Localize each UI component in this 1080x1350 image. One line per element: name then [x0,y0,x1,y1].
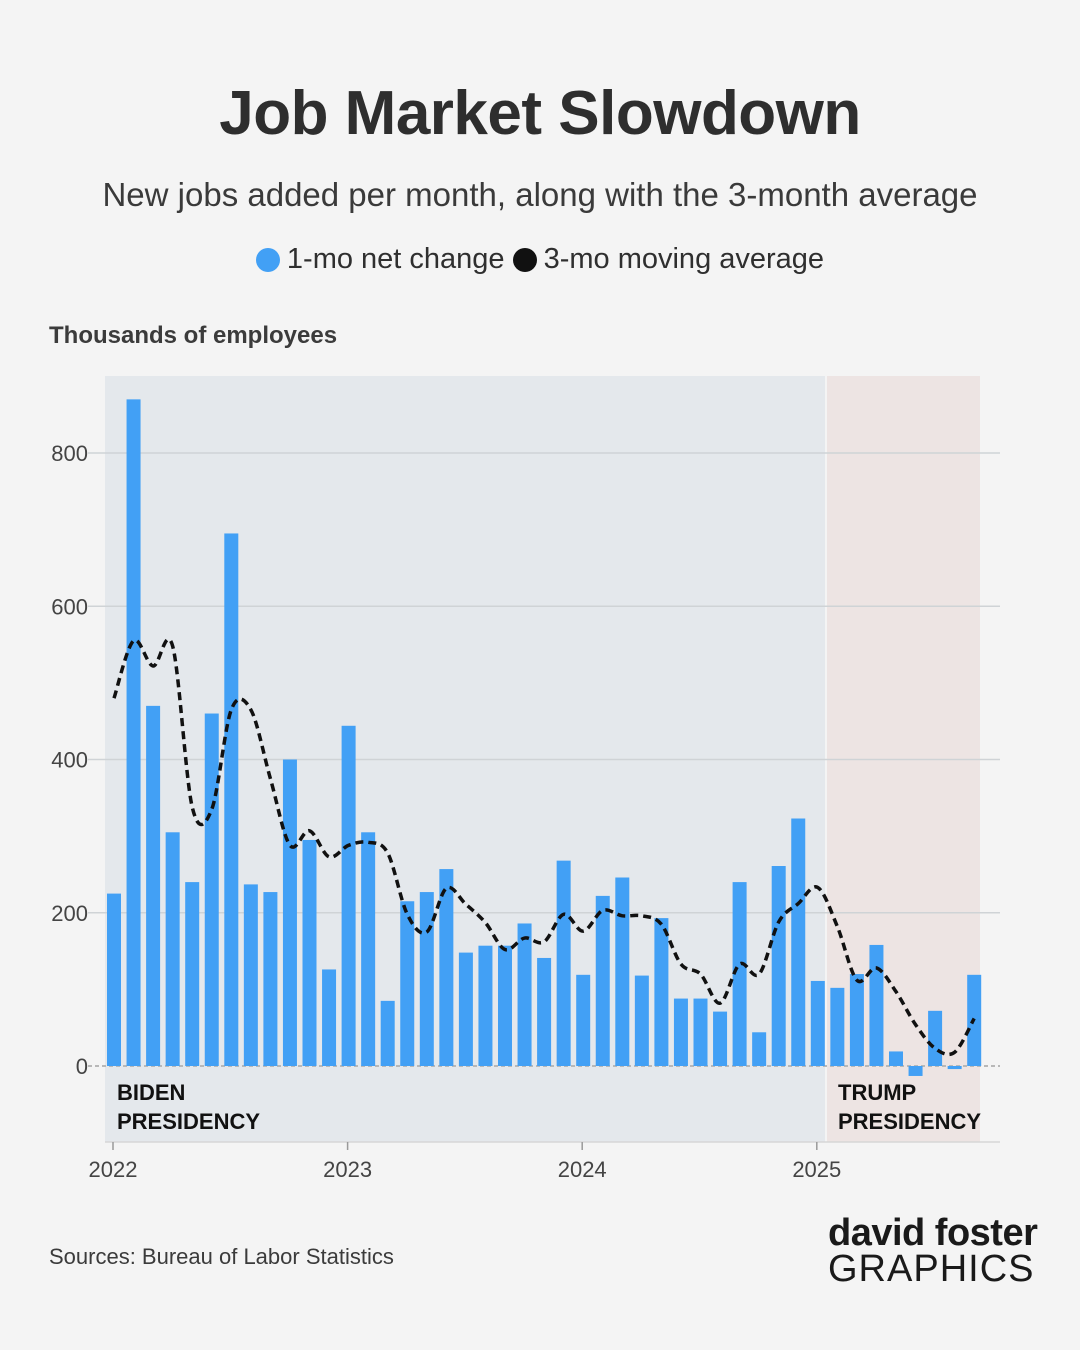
bar [478,945,493,1066]
bar [146,705,161,1066]
source-note: Sources: Bureau of Labor Statistics [49,1244,394,1269]
legend-item-line: 3-mo moving average [512,243,825,276]
bar [263,892,278,1066]
x-tick-label: 2022 [89,1157,138,1182]
legend: 1-mo net change 3-mo moving average [0,243,1080,276]
bar [673,998,688,1066]
bar [634,975,649,1066]
bar [752,1032,767,1066]
period-label: TRUMP [838,1080,916,1105]
bar [537,957,552,1066]
logo-text-bottom: GRAPHICS [828,1248,1035,1290]
bar [615,877,630,1066]
chart-title: Job Market Slowdown [219,79,861,148]
bar [791,818,806,1066]
bar [849,974,864,1066]
y-tick-label: 200 [51,901,88,926]
bar [693,998,708,1066]
bar [517,923,532,1066]
bar [654,918,669,1066]
bar [341,725,356,1066]
y-tick-label: 0 [76,1054,88,1079]
bar [165,832,180,1066]
bar [185,882,200,1066]
bar [458,952,473,1066]
legend-line-label: 3-mo moving average [543,243,825,275]
bar [869,944,884,1066]
x-tick-label: 2025 [792,1157,841,1182]
x-tick-label: 2024 [558,1157,607,1182]
bar [243,884,258,1066]
legend-line-swatch-icon [512,247,537,272]
legend-bar-label: 1-mo net change [286,243,505,275]
bar [126,399,141,1066]
chart-subtitle: New jobs added per month, along with the… [102,176,978,213]
y-axis-unit-label: Thousands of employees [49,322,338,349]
period-label: PRESIDENCY [838,1109,981,1134]
bar [107,893,121,1066]
legend-item-bars: 1-mo net change [255,243,505,276]
bar [947,1066,962,1070]
bar [595,895,610,1066]
bar [400,901,415,1066]
bar [361,832,376,1066]
bar [771,866,786,1066]
brand-logo: david foster GRAPHICS [828,1214,1038,1288]
y-tick-label: 400 [51,748,88,773]
bar [224,533,239,1066]
logo-text-top: david foster [828,1212,1038,1254]
bar [889,1051,903,1066]
legend-bar-swatch-icon [255,247,280,272]
bar [419,892,434,1066]
period-label: BIDEN [117,1080,185,1105]
bar [302,839,317,1066]
y-tick-label: 800 [51,441,88,466]
bar [322,969,337,1066]
bar [713,1011,728,1066]
bar [498,945,512,1066]
moving-average-line [112,637,976,1057]
bar [810,980,825,1066]
bar [204,713,219,1066]
bar [928,1010,943,1066]
bar [556,860,571,1066]
x-tick-label: 2023 [323,1157,372,1182]
bar [732,882,747,1066]
bar [380,1000,395,1066]
bar [908,1066,923,1076]
bar [282,759,297,1066]
bar [830,987,845,1066]
y-tick-label: 600 [51,594,88,619]
bar [439,869,454,1066]
bar [576,974,591,1066]
period-label: PRESIDENCY [117,1109,260,1134]
